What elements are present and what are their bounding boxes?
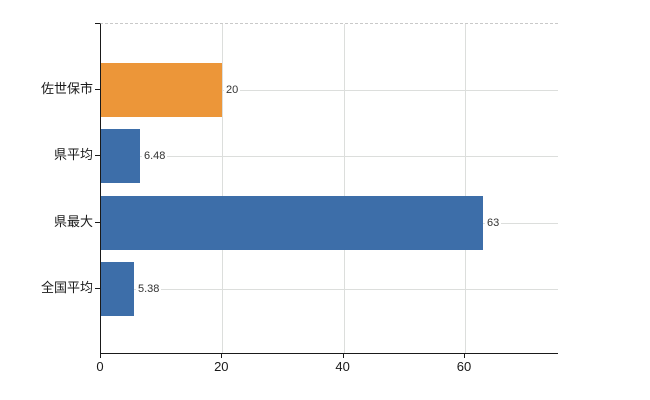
x-tick-label: 40 (335, 359, 350, 374)
bar (101, 262, 134, 316)
plot-area: 20 6.48 63 5.38 (100, 23, 558, 354)
gridline-horizontal (101, 156, 558, 157)
category-label: 佐世保市 (40, 81, 93, 96)
x-axis-tick (463, 354, 465, 358)
x-axis-tick (100, 354, 101, 358)
category-label: 全国平均 (40, 280, 93, 295)
gridline-horizontal (101, 90, 558, 91)
y-axis-tick (95, 222, 100, 223)
x-tick-label: 20 (214, 359, 229, 374)
bar (101, 129, 140, 183)
x-axis-tick (221, 354, 223, 358)
gridline-vertical (464, 24, 466, 353)
gridline-horizontal (101, 289, 558, 290)
y-axis-top-tick (95, 23, 100, 24)
bar (101, 196, 483, 250)
y-axis-tick (95, 89, 100, 90)
y-axis-tick (95, 288, 100, 289)
gridline-vertical (343, 24, 345, 353)
bar-value-label: 20 (224, 83, 241, 97)
bar-value-label: 5.38 (136, 282, 162, 296)
category-label: 県平均 (53, 147, 93, 162)
x-tick-label: 0 (96, 359, 104, 374)
gridline-vertical (222, 24, 224, 353)
x-tick-label: 60 (456, 359, 472, 374)
bar-value-label: 63 (485, 216, 502, 230)
x-axis-tick (342, 354, 344, 358)
bar-value-label: 6.48 (142, 149, 168, 163)
y-axis-tick (95, 155, 100, 156)
category-label: 県最大 (53, 214, 93, 229)
bar (101, 63, 222, 117)
